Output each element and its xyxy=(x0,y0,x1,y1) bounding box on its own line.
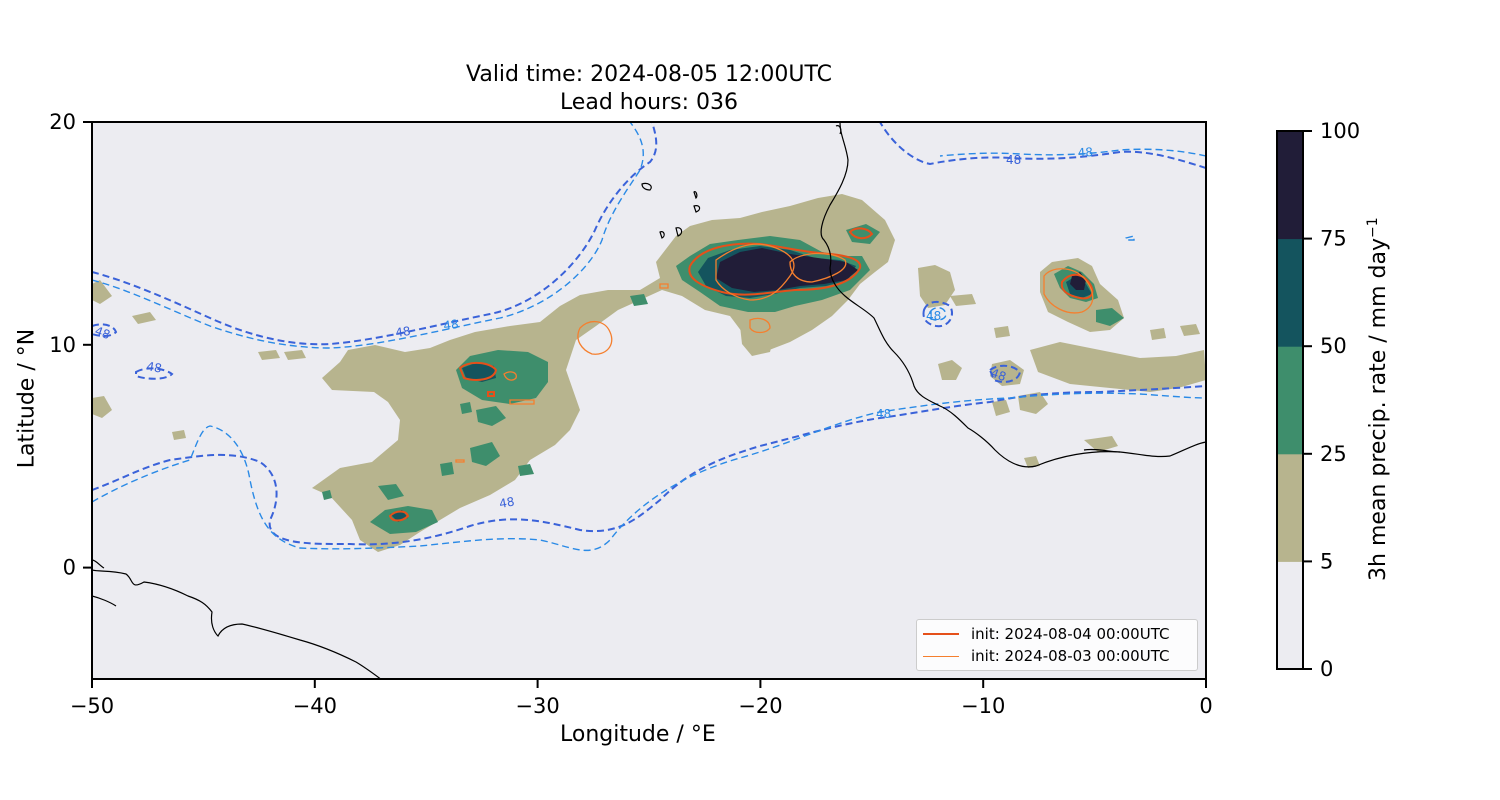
x-tick-label: −20 xyxy=(738,694,782,718)
colorbar: 0 5 25 50 75 100 xyxy=(1276,119,1360,681)
chart-title-lead-hours: Lead hours: 036 xyxy=(559,90,739,115)
contour-label: 48 xyxy=(1006,153,1021,167)
colorbar-tick-label: 50 xyxy=(1320,334,1347,358)
contour-label: 48 xyxy=(394,324,411,340)
legend-entry-init-0803: init: 2024-08-03 00:00UTC xyxy=(923,646,1169,666)
colorbar-label-text: 3h mean precip. rate / mm day xyxy=(1366,238,1392,581)
x-axis-label: Longitude / °E xyxy=(560,722,716,747)
contour-label: 48 xyxy=(93,324,112,342)
contour-label: 48 xyxy=(498,495,515,511)
axes-frame xyxy=(91,121,1207,680)
contour-48-labels: 48 48 48 48 48 48 48 48 48 48 xyxy=(93,145,1093,511)
y-tick-label: 20 xyxy=(49,110,76,134)
x-tick-label: −40 xyxy=(293,694,337,718)
y-axis-ticks: 0 10 20 xyxy=(49,110,92,580)
colorbar-label: 3h mean precip. rate / mm day−1 xyxy=(1365,209,1391,589)
contour-label: 48 xyxy=(442,317,459,333)
contour-48-lines xyxy=(92,122,1206,552)
legend-swatch xyxy=(923,655,959,657)
contour-label: 48 xyxy=(145,359,162,375)
y-axis-label: Latitude / °N xyxy=(14,328,40,469)
colorbar-tick-label: 75 xyxy=(1320,227,1347,251)
legend: init: 2024-08-04 00:00UTC init: 2024-08-… xyxy=(916,619,1198,671)
x-tick-label: −50 xyxy=(70,694,114,718)
legend-label: init: 2024-08-04 00:00UTC xyxy=(971,625,1170,643)
y-tick-label: 10 xyxy=(49,333,76,357)
legend-entry-init-0804: init: 2024-08-04 00:00UTC xyxy=(923,624,1169,644)
legend-swatch xyxy=(923,633,959,635)
map-content: 48 48 48 48 48 48 48 48 48 48 xyxy=(92,122,1206,679)
x-tick-label: −10 xyxy=(961,694,1005,718)
coastline xyxy=(92,122,1206,679)
colorbar-label-unit-exponent: −1 xyxy=(1364,217,1381,239)
chart-title-valid-time: Valid time: 2024-08-05 12:00UTC xyxy=(466,62,832,87)
colorbar-frame xyxy=(1276,130,1304,670)
contour-label: 48 xyxy=(989,366,1008,384)
init-contours xyxy=(388,227,1094,522)
colorbar-bin xyxy=(1277,131,1303,240)
colorbar-tick-label: 0 xyxy=(1320,657,1333,681)
contour-label: 48 xyxy=(876,407,891,421)
contour-label: 48 xyxy=(1077,145,1093,160)
colorbar-bin xyxy=(1277,238,1303,347)
colorbar-tick-label: 25 xyxy=(1320,442,1347,466)
x-tick-label: −30 xyxy=(515,694,559,718)
legend-label: init: 2024-08-03 00:00UTC xyxy=(971,647,1170,665)
colorbar-tick-label: 100 xyxy=(1320,119,1360,143)
colorbar-bin xyxy=(1277,346,1303,455)
x-tick-label: 0 xyxy=(1199,694,1212,718)
colorbar-bin xyxy=(1277,561,1303,670)
x-axis-ticks: −50 −40 −30 −20 −10 0 xyxy=(70,679,1213,718)
colorbar-tick-label: 5 xyxy=(1320,549,1333,573)
contour-label: 48 xyxy=(926,309,941,323)
colorbar-bin xyxy=(1277,453,1303,562)
y-tick-label: 0 xyxy=(63,556,76,580)
